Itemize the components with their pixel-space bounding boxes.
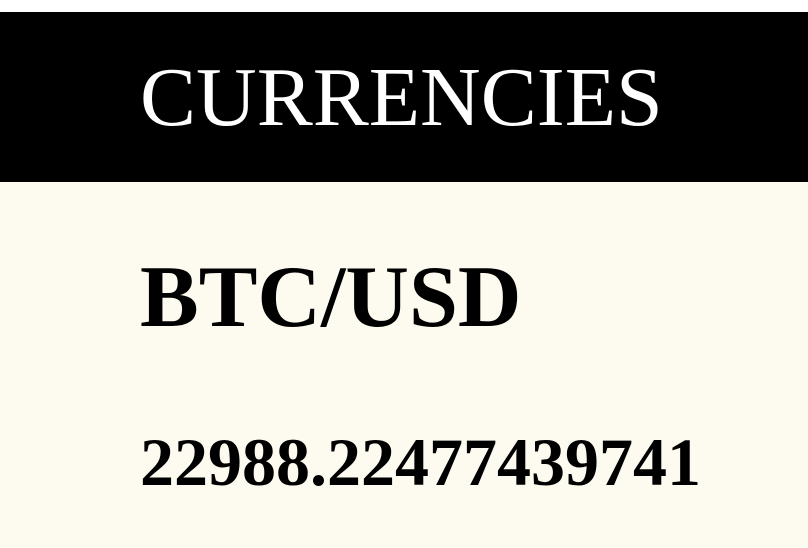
currency-pair-label: BTC/USD [140,249,522,346]
exchange-rate-value: 22988.22477439741 [140,424,701,500]
top-strip [0,0,808,12]
header-banner: CURRENCIES [0,12,808,182]
page-title: CURRENCIES [140,51,663,144]
